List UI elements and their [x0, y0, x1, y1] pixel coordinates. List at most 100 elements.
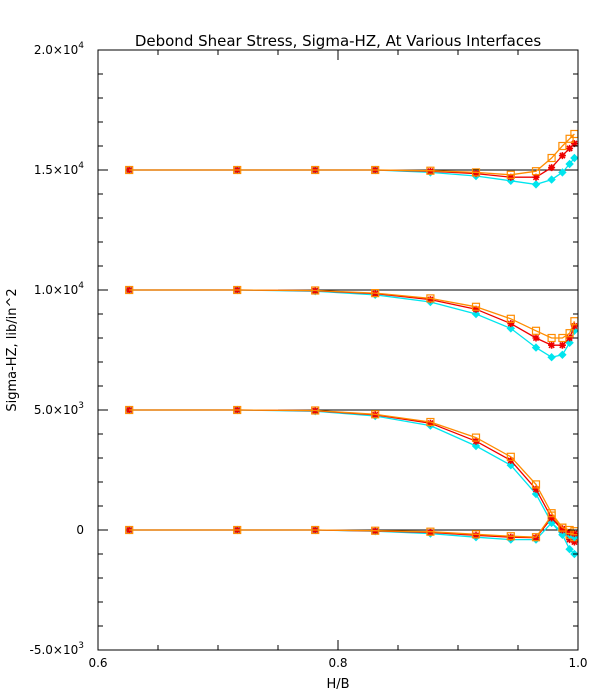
y-tick-label: 0 [76, 523, 84, 537]
data-point-star [548, 514, 556, 522]
data-point-diamond [506, 324, 516, 333]
data-point-diamond [558, 168, 567, 177]
data-point-square [531, 326, 541, 335]
data-point-star [507, 533, 515, 541]
data-point-square [426, 417, 435, 427]
data-point-square [426, 527, 435, 536]
data-point-star [532, 485, 540, 493]
data-point-square [547, 509, 556, 518]
data-point-star [566, 144, 574, 152]
data-point-square [371, 526, 380, 535]
data-point-star [532, 334, 540, 342]
data-point-star [472, 170, 480, 178]
data-point-star [570, 322, 578, 330]
data-point-square [506, 452, 515, 461]
data-point-star [558, 341, 566, 349]
data-point-square [565, 329, 574, 338]
data-point-square [233, 405, 242, 415]
data-point-square [125, 285, 134, 295]
y-tick-label: 1.0×104 [34, 281, 84, 297]
data-point-square [371, 289, 380, 298]
data-point-star [472, 531, 480, 539]
data-point-diamond [570, 153, 579, 163]
data-point-diamond [547, 352, 556, 362]
data-point-square [426, 166, 435, 175]
data-point-star [426, 296, 434, 304]
data-point-square [547, 333, 556, 343]
data-point-star [570, 140, 578, 148]
data-point-square [233, 525, 242, 535]
data-point-square [547, 153, 556, 163]
data-point-star [426, 419, 434, 427]
data-point-square [558, 141, 567, 151]
data-point-star [507, 173, 515, 181]
data-point-square [506, 532, 515, 541]
y-tick-exponent: 3 [78, 641, 84, 651]
data-point-square [471, 302, 481, 311]
x-axis-label: H/B [326, 677, 349, 692]
y-tick-exponent: 3 [78, 401, 84, 411]
data-point-square [125, 165, 134, 175]
data-point-star [472, 305, 480, 313]
data-point-square [531, 167, 541, 176]
data-point-square [311, 406, 320, 415]
data-point-square [506, 170, 515, 179]
data-point-star [570, 538, 578, 546]
data-point-diamond [565, 338, 574, 348]
data-point-diamond [565, 159, 574, 169]
data-point-square [311, 286, 320, 295]
data-point-diamond [558, 350, 567, 360]
x-axis: 0.6 0.8 1.0 [88, 50, 588, 670]
data-point-star [566, 536, 574, 544]
data-point-square [371, 165, 380, 175]
data-point-square [558, 333, 567, 343]
data-point-square [125, 405, 134, 415]
series-line [129, 133, 575, 176]
data-point-square [125, 525, 134, 535]
y-tick-label: 5.0×103 [34, 401, 84, 417]
y-tick-exponent: 4 [78, 161, 84, 171]
data-point-square [311, 165, 320, 175]
data-point-square [471, 530, 481, 539]
y-axis-label: Sigma-HZ, lib/in^2 [5, 288, 20, 411]
data-point-diamond [565, 544, 574, 554]
data-point-diamond [547, 175, 556, 184]
data-point-square [506, 314, 515, 323]
data-point-star [566, 528, 574, 536]
series-line [129, 409, 575, 532]
data-point-star [548, 341, 556, 349]
series-layer [124, 129, 579, 559]
data-point-diamond [547, 518, 556, 528]
data-point-star [426, 528, 434, 536]
data-point-star [558, 152, 566, 160]
series-line [129, 409, 575, 538]
y-tick-exponent: 4 [78, 41, 84, 51]
data-point-square [371, 410, 380, 419]
series-line [129, 409, 575, 535]
data-point-square [426, 294, 435, 303]
data-point-star [532, 173, 540, 181]
y-tick-label: 2.0×104 [34, 41, 84, 57]
chart-title: Debond Shear Stress, Sigma-HZ, At Variou… [135, 32, 542, 50]
data-point-star [566, 334, 574, 342]
data-point-diamond [531, 180, 541, 189]
data-point-star [558, 526, 566, 534]
data-point-square [531, 480, 541, 489]
data-point-star [548, 164, 556, 172]
data-point-star [507, 320, 515, 328]
data-point-square [311, 525, 320, 535]
y-axis: -5.0×103 0 5.0×103 1.0×104 1.5×104 2.0×104 [30, 41, 578, 657]
data-point-square [233, 165, 242, 175]
data-point-square [471, 168, 481, 177]
data-point-star [570, 530, 578, 538]
data-point-diamond [531, 343, 541, 352]
data-point-square [233, 285, 242, 295]
y-tick-exponent: 4 [78, 281, 84, 291]
plot-frame [97, 49, 579, 651]
x-tick-label: 1.0 [568, 656, 587, 670]
series-line [129, 289, 576, 339]
data-point-diamond [471, 309, 481, 319]
data-point-square [565, 134, 574, 143]
data-point-square [471, 433, 481, 442]
